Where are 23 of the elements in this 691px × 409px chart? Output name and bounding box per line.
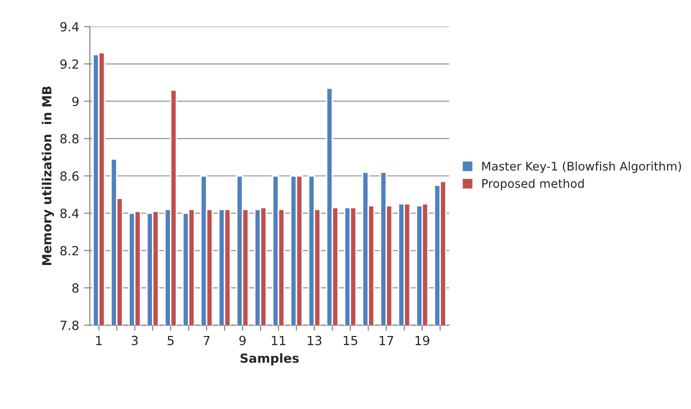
x-tick-label: 15 — [344, 336, 358, 346]
y-tick-label: 9.4 — [60, 22, 79, 32]
x-tick-label: 1 — [96, 336, 102, 346]
x-tick-label: 7 — [204, 336, 210, 346]
legend-label: Master Key-1 (Blowfish Algorithm) — [482, 161, 682, 173]
y-tick-label: 9.2 — [60, 59, 78, 69]
x-tick-label: 19 — [416, 336, 430, 346]
y-tick-label: 8.8 — [60, 134, 79, 144]
x-tick-label: 3 — [132, 336, 138, 346]
y-axis-title: Memory utilization in MB — [42, 86, 54, 266]
legend-label: Proposed method — [482, 178, 584, 190]
x-tick-label: 9 — [239, 336, 246, 346]
y-tick-label: 9 — [72, 96, 79, 106]
y-tick-label: 8.2 — [60, 246, 78, 256]
y-tick-label: 8 — [72, 283, 79, 293]
x-tick-label: 11 — [272, 336, 286, 346]
y-tick-label: 8.6 — [60, 171, 79, 181]
y-tick-label: 7.8 — [60, 320, 79, 330]
x-tick-label: 13 — [308, 336, 322, 346]
y-tick-label: 8.4 — [60, 208, 79, 218]
x-tick-label: 17 — [380, 336, 394, 346]
x-axis-title: Samples — [240, 353, 299, 366]
x-tick-label: 5 — [168, 336, 174, 346]
